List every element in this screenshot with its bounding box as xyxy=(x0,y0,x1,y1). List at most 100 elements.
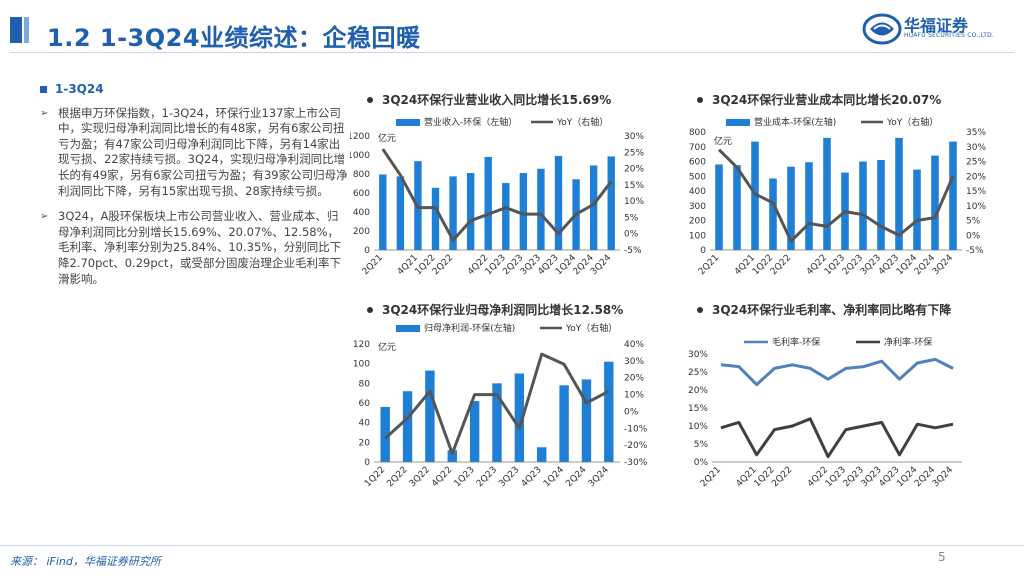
left-y-tick: 800 xyxy=(689,128,706,138)
bar xyxy=(537,168,545,250)
left-y-tick: 0 xyxy=(364,458,370,468)
right-y-tick: 5% xyxy=(966,217,981,227)
y-tick: 10% xyxy=(688,422,708,432)
bar xyxy=(769,178,777,250)
right-y-tick: 30% xyxy=(966,143,986,153)
x-tick-label: 2Q22 xyxy=(385,465,409,489)
bar xyxy=(607,156,615,250)
legend-bar-swatch xyxy=(726,119,750,126)
yoy-line xyxy=(381,148,613,242)
left-y-tick: 200 xyxy=(353,227,370,237)
left-y-tick: 600 xyxy=(353,189,370,199)
right-y-tick: 0% xyxy=(966,231,981,241)
arrow-bullet-icon: ➢ xyxy=(40,211,49,223)
bar xyxy=(554,155,563,250)
right-y-tick: 10% xyxy=(624,197,644,207)
right-y-tick: 20% xyxy=(624,374,644,384)
left-y-tick: 100 xyxy=(353,360,370,370)
yoy-line xyxy=(717,148,955,243)
y-tick: 0% xyxy=(694,458,709,468)
title-bullet-icon xyxy=(367,97,373,103)
x-tick-label: 3Q24 xyxy=(931,253,955,277)
series-line xyxy=(720,417,954,459)
legend-bar-swatch xyxy=(396,325,420,332)
bar xyxy=(581,379,592,462)
x-tick-label: 3Q24 xyxy=(587,465,611,489)
title-bullet-icon xyxy=(697,307,703,313)
x-tick-label: 2Q21 xyxy=(697,253,721,277)
summary-paragraph-1: 根据申万环保指数，1-3Q24，环保行业137家上市公司中，实现归母净利润同比增… xyxy=(58,105,348,198)
x-tick-label: 1Q22 xyxy=(363,465,387,489)
legend-line-label: YoY（右轴） xyxy=(886,116,938,128)
right-y-tick: 30% xyxy=(624,132,644,142)
right-y-tick: 20% xyxy=(624,165,644,175)
legend-bar-label: 归母净利润-环保(左轴) xyxy=(424,322,515,334)
legend-bar-swatch xyxy=(396,119,420,126)
footer-divider xyxy=(0,545,1024,546)
bar xyxy=(751,141,759,250)
chart-title: 3Q24环保行业归母净利润同比增长12.58% xyxy=(382,302,623,317)
summary-heading: 1-3Q24 xyxy=(40,82,348,98)
chart-title: 3Q24环保行业营业成本同比增长20.07% xyxy=(712,92,941,107)
left-axis-unit: 亿元 xyxy=(378,341,396,353)
left-axis-unit: 亿元 xyxy=(378,132,396,144)
right-y-tick: 10% xyxy=(624,391,644,401)
bar xyxy=(859,161,867,250)
page-title: 1.2 1-3Q24业绩综述：企稳回暖 xyxy=(47,24,421,52)
x-tick-label: 3Q24 xyxy=(589,253,613,277)
right-y-tick: 0% xyxy=(624,407,639,417)
summary-item: ➢ 3Q24，A股环保板块上市公司营业收入、营业成本、归母净利润同比分别增长15… xyxy=(40,209,348,287)
bar xyxy=(502,183,510,250)
company-logo-icon xyxy=(862,13,902,45)
right-y-tick: 25% xyxy=(624,148,644,158)
bar xyxy=(492,383,502,462)
y-tick: 20% xyxy=(688,386,708,396)
chart-title: 3Q24环保行业营业收入同比增长15.69% xyxy=(382,92,611,107)
left-y-tick: 800 xyxy=(353,170,370,180)
left-axis-unit: 亿元 xyxy=(714,135,732,147)
y-tick: 30% xyxy=(688,350,708,360)
title-accent-bar xyxy=(10,17,22,43)
legend-bar-label: 营业成本-环保(左轴) xyxy=(754,116,836,128)
legend-line-label: YoY（右轴） xyxy=(556,116,608,128)
bar xyxy=(380,406,390,462)
right-y-tick: 0% xyxy=(624,230,639,240)
right-y-tick: 40% xyxy=(624,340,644,350)
x-tick-label: 2Q21 xyxy=(699,465,723,489)
y-tick: 15% xyxy=(688,404,708,414)
legend-bar-label: 营业收入-环保（左轴） xyxy=(424,116,517,128)
right-y-tick: -5% xyxy=(624,246,642,256)
summary-item: ➢ 根据申万环保指数，1-3Q24，环保行业137家上市公司中，实现归母净利润同… xyxy=(40,106,348,200)
left-y-tick: 20 xyxy=(359,438,371,448)
right-y-tick: 15% xyxy=(624,181,644,191)
left-y-tick: 120 xyxy=(353,340,370,350)
summary-panel: 1-3Q24 ➢ 根据申万环保指数，1-3Q24，环保行业137家上市公司中，实… xyxy=(40,82,348,297)
title-bullet-icon xyxy=(367,307,373,313)
left-y-tick: 200 xyxy=(689,217,706,227)
right-y-tick: 15% xyxy=(966,187,986,197)
left-y-tick: 80 xyxy=(359,379,371,389)
x-tick-label: 2Q22 xyxy=(431,253,455,277)
x-tick-label: 1Q24 xyxy=(542,465,566,489)
right-y-tick: -10% xyxy=(624,424,648,434)
left-y-tick: 600 xyxy=(689,158,706,168)
left-y-tick: 40 xyxy=(359,419,371,429)
right-y-tick: 20% xyxy=(966,172,986,182)
left-y-tick: 400 xyxy=(689,187,706,197)
bar xyxy=(469,401,480,462)
revenue-chart: 3Q24环保行业营业收入同比增长15.69% 营业收入-环保（左轴） YoY（右轴）… xyxy=(350,92,644,277)
x-tick-label: 1Q23 xyxy=(453,465,477,489)
left-y-tick: 500 xyxy=(689,172,706,182)
right-y-tick: -5% xyxy=(966,246,984,256)
bar xyxy=(715,164,723,250)
bar xyxy=(733,165,741,250)
left-y-tick: 700 xyxy=(689,143,706,153)
bar xyxy=(537,447,547,462)
series-line xyxy=(720,357,954,387)
bar xyxy=(895,137,903,250)
left-y-tick: 0 xyxy=(364,246,370,256)
chart-title: 3Q24环保行业毛利率、净利率同比略有下降 xyxy=(712,302,952,317)
right-y-tick: 30% xyxy=(624,357,644,367)
left-y-tick: 0 xyxy=(700,246,706,256)
bar xyxy=(805,162,813,250)
